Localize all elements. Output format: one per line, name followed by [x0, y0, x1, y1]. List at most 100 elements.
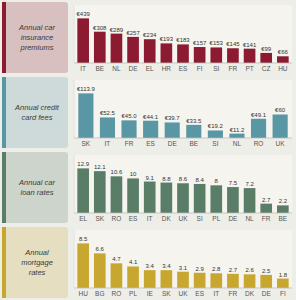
x-tick-label: NL — [112, 65, 121, 72]
data-label: 7.5 — [229, 180, 238, 186]
chart-title: Annual creditcard fees — [14, 103, 60, 122]
x-tick-label: ES — [179, 65, 188, 72]
x-tick-label: FI — [280, 290, 286, 297]
data-label: 8.4 — [195, 177, 204, 183]
title-line: rates — [29, 268, 46, 277]
bar — [194, 47, 206, 63]
x-tick-label: SI — [212, 140, 218, 147]
x-tick-label: FR — [229, 290, 238, 297]
x-tick-label: PL — [129, 290, 137, 297]
x-tick-label: IT — [147, 215, 153, 222]
data-label: €39.7 — [165, 115, 181, 121]
chart-title: Annualmortgagerates — [21, 248, 53, 277]
title-panel — [2, 77, 68, 148]
bar — [177, 272, 189, 288]
data-label: 2.9 — [195, 266, 204, 272]
data-label: €19.2 — [208, 123, 224, 129]
x-axis-line — [74, 213, 292, 214]
data-label: 4.1 — [129, 259, 138, 265]
x-tick-label: HU — [78, 290, 88, 297]
x-tick-label: DE — [228, 215, 238, 222]
data-label: 2.7 — [229, 267, 238, 273]
bars — [77, 243, 288, 288]
chart-row: Annual carloan ratesELSKROESITDKUKSIPLDE… — [2, 152, 292, 223]
data-label: €66 — [278, 49, 289, 55]
bar — [208, 130, 223, 138]
title-line: premiums — [20, 43, 54, 52]
x-tick-label: SI — [197, 215, 203, 222]
x-axis-line — [74, 288, 292, 289]
bar — [127, 37, 139, 63]
bar — [100, 117, 115, 138]
x-tick-label: DK — [162, 215, 172, 222]
x-tick-label: IT — [80, 65, 86, 72]
title-accent — [2, 2, 6, 73]
x-tick-label: DE — [129, 65, 139, 72]
data-label: 2.5 — [262, 268, 271, 274]
x-tick-label: UK — [178, 215, 188, 222]
x-tick-label: RO — [112, 290, 122, 297]
bar — [210, 273, 222, 288]
bar — [143, 121, 158, 138]
data-label: 3.1 — [179, 265, 188, 271]
title-line: insurance — [21, 33, 54, 42]
data-label: €439 — [76, 11, 90, 17]
plot-background — [74, 155, 292, 213]
data-label: 8.8 — [162, 176, 171, 182]
bar — [210, 47, 222, 63]
bar — [177, 183, 189, 213]
bar — [244, 188, 256, 213]
data-label: 10 — [130, 171, 137, 177]
x-tick-label: IT — [213, 290, 219, 297]
data-label: €99 — [261, 46, 272, 52]
bar — [277, 279, 289, 288]
bar — [210, 185, 222, 213]
bar — [260, 275, 272, 288]
x-tick-label: FR — [125, 140, 134, 147]
title-accent — [2, 227, 6, 298]
data-label: €60 — [275, 107, 286, 113]
data-label: €145 — [226, 41, 240, 47]
x-tick-label: RO — [112, 215, 122, 222]
x-tick-label: DE — [168, 140, 178, 147]
chart-row: Annual creditcard feesSKITFRESDEBESINLRO… — [2, 77, 292, 148]
data-label: 1.8 — [279, 272, 288, 278]
title-panel — [2, 227, 68, 298]
data-label: 6.6 — [96, 246, 105, 252]
bar — [77, 168, 89, 213]
bar — [273, 114, 288, 138]
bar — [277, 205, 289, 213]
bars — [77, 168, 288, 213]
bar — [186, 125, 201, 138]
bar — [111, 34, 123, 63]
data-label: 3.4 — [146, 263, 155, 269]
bar — [244, 49, 256, 63]
data-label: 2.2 — [279, 198, 288, 204]
bar — [161, 183, 173, 213]
x-tick-label: EL — [79, 215, 87, 222]
bar — [194, 273, 206, 288]
bar — [161, 270, 173, 288]
bar — [121, 120, 136, 138]
bar — [144, 39, 156, 63]
title-panel — [2, 2, 68, 73]
bar — [244, 274, 256, 288]
bar — [277, 56, 289, 63]
bar — [229, 134, 244, 138]
bar — [227, 48, 239, 63]
chart-title: Annual carinsurancepremiums — [18, 23, 55, 52]
data-label: 8.5 — [79, 236, 88, 242]
data-label: €183 — [176, 37, 190, 43]
title-line: Annual car — [18, 23, 55, 32]
bar — [127, 178, 139, 213]
title-line: mortgage — [21, 258, 53, 267]
bar — [161, 43, 173, 63]
bar — [94, 253, 106, 288]
bar — [144, 270, 156, 288]
bar — [260, 53, 272, 63]
data-label: 9.1 — [146, 175, 155, 181]
title-line: Annual — [24, 248, 49, 257]
data-label: 2.6 — [245, 267, 254, 273]
data-label: €113.9 — [77, 86, 96, 92]
data-label: €257 — [126, 30, 140, 36]
